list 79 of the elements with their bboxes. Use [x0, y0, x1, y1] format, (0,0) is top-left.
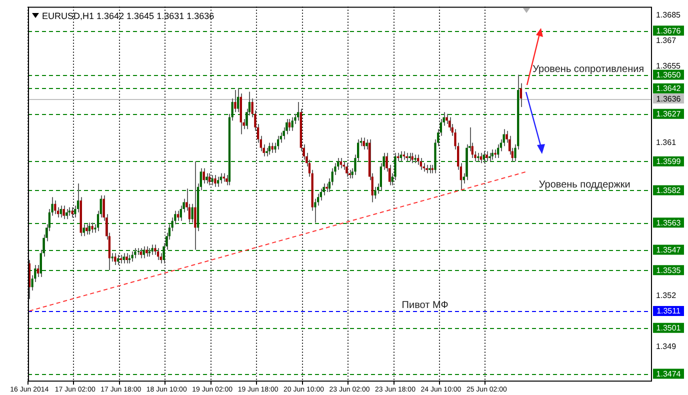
candlestick [268, 142, 271, 156]
candlestick [482, 150, 485, 164]
candlestick [214, 174, 216, 188]
candlestick [156, 248, 160, 260]
candlestick [36, 264, 40, 278]
candlestick [131, 250, 134, 262]
candlestick [417, 154, 420, 166]
candlestick [91, 222, 94, 234]
candlestick [374, 186, 376, 200]
candlestick [88, 222, 91, 235]
y-tick-label: 1.352 [656, 290, 677, 300]
ref-line-label: 1.3474 [656, 370, 682, 379]
candlestick [176, 210, 180, 222]
candlestick [282, 126, 285, 140]
candlestick [446, 113, 448, 125]
candlestick [394, 152, 396, 181]
candlestick [502, 128, 505, 147]
candlestick [220, 172, 222, 184]
candlestick [154, 244, 156, 256]
candlestick [271, 142, 274, 154]
candlestick [497, 144, 500, 159]
candlestick [234, 90, 236, 113]
candlestick [134, 248, 136, 259]
y-tick-label: 1.3655 [656, 61, 682, 70]
ref-line-label: 1.3582 [656, 186, 682, 196]
candlestick [211, 174, 214, 186]
candlestick [296, 101, 300, 122]
candlestick [291, 116, 294, 132]
ref-line-label: 1.3547 [656, 245, 682, 254]
candlestick [194, 160, 196, 250]
ref-line-label: 1.3642 [656, 84, 682, 94]
candlestick [60, 205, 62, 218]
candlestick [288, 118, 291, 132]
candlestick [54, 200, 56, 215]
ref-line-label: 1.3563 [656, 218, 682, 228]
candlestick [362, 137, 365, 150]
y-tick-label: 1.349 [656, 342, 677, 351]
chart-title: EURUSD,H1 1.3642 1.3645 1.3631 1.3636 [42, 10, 214, 21]
candlestick [140, 248, 142, 259]
annotation: Уровень поддержки [538, 179, 630, 190]
candlestick [86, 224, 88, 235]
candlestick [236, 88, 240, 113]
candlestick [340, 158, 342, 169]
candlestick [208, 172, 211, 186]
ref-line-label: 1.3650 [656, 70, 682, 80]
candlestick [346, 162, 348, 178]
candlestick [71, 206, 74, 218]
candlestick [276, 135, 280, 150]
ref-line-label: 1.3636 [656, 94, 682, 104]
candlestick [191, 203, 194, 224]
candlestick [142, 246, 145, 259]
candlestick [126, 252, 128, 264]
y-tick-label: 1.367 [656, 36, 677, 45]
candlestick [82, 224, 85, 237]
candlestick [366, 138, 368, 150]
y-tick-label: 1.3685 [656, 10, 682, 20]
candlestick [62, 205, 65, 220]
ref-line-label: 1.3501 [656, 324, 682, 333]
y-tick-label: 1.361 [656, 138, 677, 147]
annotation: Пивот МФ [402, 300, 449, 311]
candlestick [206, 172, 208, 184]
candlestick [122, 252, 125, 264]
candlestick [66, 208, 68, 220]
ref-line-label: 1.3535 [656, 266, 682, 275]
candlestick [491, 149, 494, 160]
candlestick [216, 176, 220, 188]
ref-line-label: 1.3676 [656, 26, 682, 36]
candlestick [400, 150, 402, 162]
candlestick [420, 158, 422, 170]
candlestick [180, 205, 182, 222]
candlestick [466, 144, 468, 181]
ref-line-label: 1.3627 [656, 110, 682, 119]
candlestick [151, 244, 154, 256]
candlestick [202, 168, 205, 184]
annotation: Уровень сопротивления [532, 64, 644, 75]
candlestick [114, 252, 116, 266]
ref-line-label: 1.3599 [656, 157, 682, 166]
ref-line-label: 1.3511 [656, 306, 681, 316]
candlestick [486, 150, 488, 162]
